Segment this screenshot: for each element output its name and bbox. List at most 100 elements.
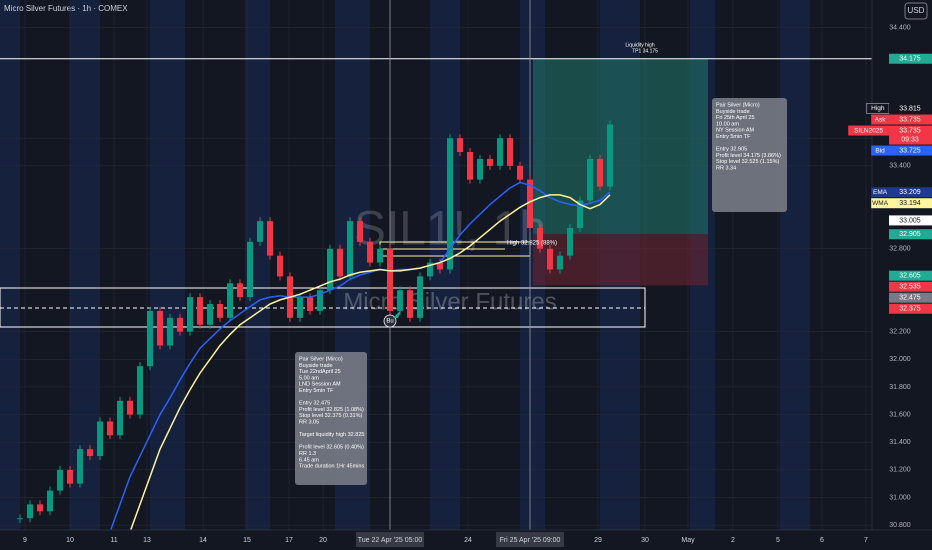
badge-value: 33.209 xyxy=(899,189,921,196)
candle xyxy=(157,310,163,346)
currency-box[interactable] xyxy=(904,2,928,20)
candle xyxy=(127,400,133,415)
y-tick-label: 33.400 xyxy=(889,163,911,170)
note-line: Entry 32.475 xyxy=(299,401,330,407)
currency[interactable]: USD xyxy=(908,6,925,15)
note-line: Trade duration 1Hr 45mins xyxy=(299,464,364,470)
candle xyxy=(367,241,373,263)
x-tick-label: 5 xyxy=(776,537,780,544)
candle xyxy=(577,200,583,229)
session-band xyxy=(0,0,20,530)
badge-label: WMA xyxy=(872,200,889,207)
candle xyxy=(397,290,403,311)
candle xyxy=(597,158,603,187)
candle xyxy=(67,469,73,484)
badge-value: 32.475 xyxy=(899,295,921,302)
note-line: NY Session AM xyxy=(716,128,755,134)
badge-value: 32.535 xyxy=(899,284,921,291)
badge-value: 33.735 xyxy=(899,116,921,123)
candle xyxy=(17,518,23,520)
note-line: Pair Silver (Mirco) xyxy=(299,356,343,362)
candle xyxy=(347,221,353,277)
candle xyxy=(337,248,343,277)
liquidity-label: TP1 34.175 xyxy=(632,48,658,54)
candle xyxy=(167,317,173,346)
session-band xyxy=(150,0,185,530)
y-tick-label: 34.400 xyxy=(889,24,911,31)
badge-value: 33.194 xyxy=(899,200,921,207)
candle xyxy=(497,138,503,166)
note-line: LND Session AM xyxy=(299,382,341,388)
session-band xyxy=(780,0,810,530)
candle xyxy=(317,290,323,311)
badge-box xyxy=(889,53,932,64)
candle xyxy=(87,449,93,457)
candle xyxy=(417,276,423,318)
candle xyxy=(517,165,523,180)
badge-value: 33.815 xyxy=(899,105,921,112)
candle xyxy=(177,317,183,332)
badge-box xyxy=(889,229,932,240)
x-tick-label: 7 xyxy=(864,537,868,544)
badge-value: 34.175 xyxy=(899,56,921,63)
candle xyxy=(327,248,333,291)
note-line: RR 3.34 xyxy=(716,165,736,171)
y-tick-label: 32.800 xyxy=(889,246,911,253)
badge-value: 32.375 xyxy=(899,306,921,313)
note-line: Entry 5min TF xyxy=(716,134,751,140)
note-line: Profit level 32.825 (1.08%) xyxy=(299,407,364,413)
badge-box xyxy=(889,145,932,156)
chart-title: Micro Silver Futures · 1h · COMEX xyxy=(4,4,128,13)
note-line: Entry 32.905 xyxy=(716,147,747,153)
candle xyxy=(117,400,123,436)
indicator-line xyxy=(109,181,611,533)
note-line: Buyside trade xyxy=(299,363,333,369)
note-box xyxy=(712,98,787,212)
badge-label: High xyxy=(871,105,885,112)
time-highlight xyxy=(496,532,564,547)
x-tick-label: 2 xyxy=(731,537,735,544)
badge-box xyxy=(889,103,932,114)
candle xyxy=(307,297,313,311)
badge-label: SILN2025 xyxy=(854,127,883,134)
candle xyxy=(507,138,513,166)
candle xyxy=(297,297,303,318)
candle xyxy=(257,221,263,242)
note-line: Profit level 34.175 (3.86%) xyxy=(716,153,781,159)
badge-label: Bid xyxy=(875,147,885,154)
watermark-name: Micro Silver Futures xyxy=(343,288,556,315)
candle xyxy=(447,138,453,270)
candle xyxy=(207,304,213,325)
time-axis xyxy=(0,530,932,550)
profit-zone xyxy=(533,58,708,235)
note-line: 5.00 am xyxy=(299,375,319,381)
note-line: Pair Silver (Micro) xyxy=(716,102,760,108)
candle xyxy=(427,262,433,277)
note-line: 10.00 am xyxy=(716,121,739,127)
candle xyxy=(537,228,543,249)
candle xyxy=(217,304,223,318)
note-line: Profit level 32.605 (0.40%) xyxy=(299,445,364,451)
candle xyxy=(147,310,153,367)
badge-time: 09:33 xyxy=(901,136,919,143)
x-tick-label: 15 xyxy=(243,537,251,544)
candle xyxy=(37,504,43,512)
badge-value: 33.725 xyxy=(899,147,921,154)
y-tick-label: 31.600 xyxy=(889,411,911,418)
badge-value: 33.735 xyxy=(899,127,921,134)
marker-label: Bu xyxy=(386,319,393,325)
candle xyxy=(47,490,53,512)
x-tick-label: May xyxy=(681,537,695,544)
note-line: RR 1.3 xyxy=(299,451,316,457)
candle xyxy=(197,297,203,325)
candle xyxy=(587,158,593,201)
y-tick-label: 30.800 xyxy=(889,522,911,529)
x-tick-label: 11 xyxy=(110,537,117,544)
badge-value: 32.605 xyxy=(899,273,921,280)
session-band xyxy=(430,0,460,530)
y-tick-label: 31.200 xyxy=(889,467,911,474)
candle xyxy=(137,366,143,415)
candle xyxy=(97,421,103,457)
candle xyxy=(57,469,63,491)
candle xyxy=(247,241,253,298)
